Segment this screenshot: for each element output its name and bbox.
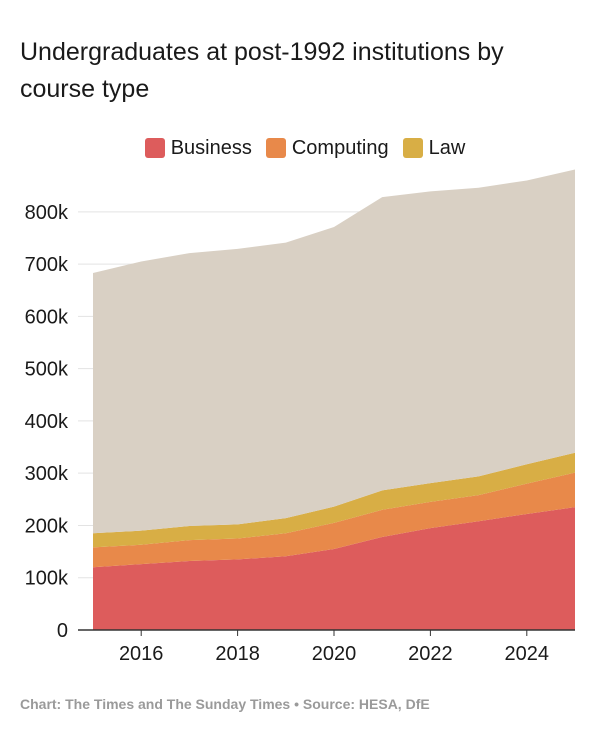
y-tick-label: 100k <box>25 568 69 590</box>
x-tick-label: 2016 <box>119 643 164 665</box>
legend-item-business: Business <box>144 136 252 160</box>
area-chart: 0 100k 200k 300k 400k 500k 600k 700k 800k 2016 201… <box>25 169 575 665</box>
legend-label-business: Business <box>170 136 252 159</box>
x-tick-label: 2024 <box>505 643 550 665</box>
legend-label-computing: Computing <box>291 136 389 159</box>
chart-footer: Chart: The Times and The Sunday Times • … <box>20 696 430 712</box>
legend-item-computing: Computing <box>265 136 389 160</box>
y-tick-label: 200k <box>25 515 69 537</box>
legend-item-law: Law <box>402 136 466 160</box>
area-computing <box>93 472 575 568</box>
area-business <box>93 507 575 630</box>
y-tick-label: 500k <box>25 359 69 381</box>
legend-swatch-business <box>144 138 165 158</box>
area-other <box>93 169 575 534</box>
y-tick-label: 0 <box>57 620 68 642</box>
y-tick-label: 600k <box>25 306 69 328</box>
legend-label-law: Law <box>428 136 466 159</box>
x-tick-label: 2018 <box>215 643 260 665</box>
chart-title: Undergraduates at post-1992 institutions… <box>20 38 504 103</box>
area-law <box>93 452 575 548</box>
legend: Business Computing Law <box>0 134 610 162</box>
y-tick-label: 700k <box>25 254 69 276</box>
x-tick-label: 2020 <box>312 643 357 665</box>
y-tick-label: 300k <box>25 463 69 485</box>
y-tick-label: 800k <box>25 202 69 224</box>
legend-swatch-law <box>402 138 423 158</box>
x-tick-label: 2022 <box>408 643 453 665</box>
legend-swatch-computing <box>265 138 286 158</box>
y-tick-label: 400k <box>25 411 69 433</box>
